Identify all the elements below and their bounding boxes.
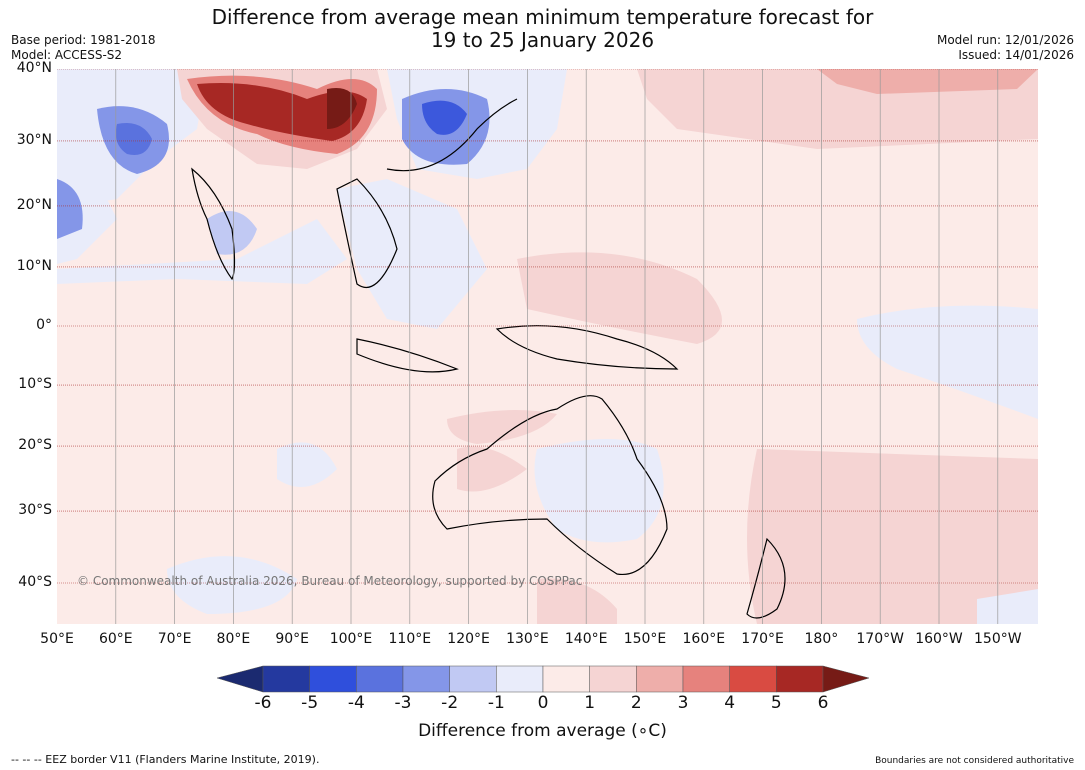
lat-tick-label: 10°N <box>16 257 52 274</box>
colorbar-tick-label: 6 <box>817 693 829 713</box>
lon-tick-label: 150°W <box>974 631 1022 647</box>
lon-tick-label: 170°W <box>856 631 904 647</box>
colorbar-segment <box>262 665 310 693</box>
colorbar-segment <box>776 665 824 693</box>
eez-legend: -- -- -- EEZ border V11 (Flanders Marine… <box>11 753 320 766</box>
colorbar-tick-label: 5 <box>770 693 782 713</box>
new-zealand-outline <box>746 537 786 619</box>
lat-tick-label: 20°S <box>18 437 52 454</box>
lon-tick-label: 50°E <box>40 631 74 647</box>
lon-tick-label: 180° <box>804 631 839 647</box>
title-line-2: 19 to 25 January 2026 <box>430 28 655 52</box>
indonesia-outline <box>356 338 459 373</box>
colorbar-segment <box>542 665 590 693</box>
colorbar-segment <box>496 665 544 693</box>
colorbar-extend-high <box>822 665 869 693</box>
lon-tick-label: 100°E <box>329 631 373 647</box>
graticule <box>57 69 1038 624</box>
colorbar-tick-label: -1 <box>487 693 505 713</box>
lat-tick-label: 10°S <box>18 376 52 393</box>
coastlines <box>191 98 786 619</box>
lon-tick-label: 160°E <box>682 631 726 647</box>
colorbar-segment <box>636 665 684 693</box>
lon-tick-label: 80°E <box>216 631 251 647</box>
colorbar-segment <box>449 665 497 693</box>
lon-tick-label: 90°E <box>275 631 310 647</box>
colorbar-tick-label: -4 <box>347 693 365 713</box>
title-line-1: Difference from average mean minimum tem… <box>211 5 874 29</box>
anomaly-contours <box>57 69 1038 624</box>
lat-tick-label: 40°S <box>18 574 52 590</box>
lat-tick-label: 0° <box>36 317 52 333</box>
model-run: Model run: 12/01/2026 <box>936 33 1074 47</box>
indochina-outline <box>336 178 398 289</box>
colorbar-tick-label: 0 <box>537 693 549 713</box>
colorbar-segment <box>309 665 357 693</box>
colorbar-tick-label: 2 <box>630 693 642 713</box>
colorbar-tick-label: -6 <box>254 693 272 713</box>
base-period: Base period: 1981-2018 <box>11 33 156 47</box>
colorbar-label: Difference from average (∘C) <box>418 721 667 741</box>
anomaly-map <box>57 69 1038 624</box>
colorbar-tick-label: 4 <box>724 693 736 713</box>
colorbar-tick-label: -5 <box>301 693 319 713</box>
colorbar-tick-label: 1 <box>584 693 596 713</box>
lon-tick-label: 130°E <box>506 631 549 647</box>
lon-tick-label: 120°E <box>447 631 490 647</box>
colorbar-tick-label: 3 <box>677 693 689 713</box>
new-guinea-outline <box>495 325 679 370</box>
colorbar-segment <box>729 665 777 693</box>
lon-tick-label: 160°W <box>915 631 963 647</box>
lon-tick-label: 150°E <box>623 631 667 647</box>
colorbar-extend-low <box>217 665 264 693</box>
lon-tick-label: 170°E <box>741 631 784 647</box>
lon-tick-label: 70°E <box>157 631 192 647</box>
copyright-notice: © Commonwealth of Australia 2026, Bureau… <box>77 574 583 588</box>
lon-tick-label: 110°E <box>388 631 432 647</box>
colorbar-tick-label: -3 <box>394 693 412 713</box>
lon-tick-label: 60°E <box>98 631 133 647</box>
colorbar-segment <box>682 665 730 693</box>
colorbar-segment <box>356 665 404 693</box>
lat-tick-label: 20°N <box>16 196 52 213</box>
australia-outline <box>432 395 668 576</box>
china-coast <box>386 98 518 172</box>
lat-tick-label: 40°N <box>16 60 52 76</box>
lat-tick-label: 30°N <box>16 131 52 148</box>
model-name: Model: ACCESS-S2 <box>11 48 123 62</box>
colorbar <box>217 665 869 693</box>
colorbar-segment <box>402 665 450 693</box>
lon-tick-label: 140°E <box>564 631 608 647</box>
india-outline <box>191 167 236 281</box>
boundaries-disclaimer: Boundaries are not considered authoritat… <box>875 756 1074 766</box>
issued-date: Issued: 14/01/2026 <box>958 48 1074 62</box>
colorbar-segment <box>589 665 637 693</box>
colorbar-tick-label: -2 <box>441 693 459 713</box>
lat-tick-label: 30°S <box>18 502 52 519</box>
